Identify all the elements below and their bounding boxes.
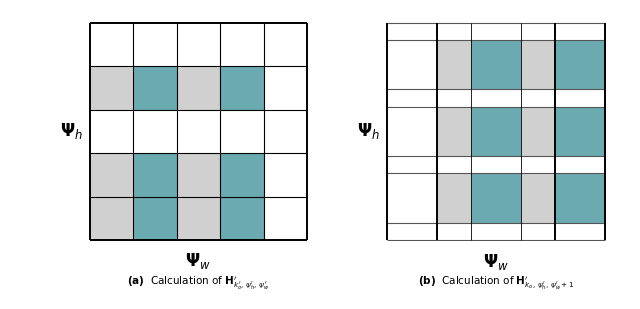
Bar — [471, 40, 521, 89]
Bar — [387, 173, 436, 223]
Text: $\mathbf{(a)}$  Calculation of $\mathbf{H}^{\prime}_{k^{\prime}_o,\, \psi^{\prim: $\mathbf{(a)}$ Calculation of $\mathbf{H… — [127, 274, 270, 292]
Bar — [133, 197, 177, 240]
Bar — [556, 107, 605, 156]
Bar — [133, 66, 177, 110]
Bar — [133, 23, 177, 66]
Bar — [177, 110, 220, 153]
Bar — [556, 223, 605, 240]
Bar — [436, 156, 471, 173]
Bar — [90, 197, 133, 240]
Text: $\mathbf{\Psi}_w$: $\mathbf{\Psi}_w$ — [186, 251, 211, 271]
Bar — [264, 153, 307, 197]
Bar — [387, 89, 436, 107]
Bar — [471, 223, 521, 240]
Bar — [264, 197, 307, 240]
Bar — [220, 110, 264, 153]
Bar — [387, 23, 436, 40]
Bar — [436, 23, 471, 40]
Bar — [177, 66, 220, 110]
Bar — [436, 40, 471, 89]
Bar — [436, 89, 471, 107]
Text: $\mathbf{\Psi}_h$: $\mathbf{\Psi}_h$ — [357, 121, 380, 141]
Bar — [471, 107, 521, 156]
Bar — [521, 223, 556, 240]
Bar — [521, 173, 556, 223]
Bar — [556, 23, 605, 40]
Bar — [436, 223, 471, 240]
Bar — [521, 40, 556, 89]
Bar — [264, 110, 307, 153]
Bar — [264, 66, 307, 110]
Bar — [177, 23, 220, 66]
Bar — [90, 23, 133, 66]
Bar — [220, 23, 264, 66]
Bar — [387, 156, 436, 173]
Bar — [471, 156, 521, 173]
Bar — [521, 156, 556, 173]
Bar — [556, 156, 605, 173]
Bar — [387, 107, 436, 156]
Text: $\mathbf{\Psi}_h$: $\mathbf{\Psi}_h$ — [60, 121, 83, 141]
Bar — [264, 23, 307, 66]
Bar — [556, 173, 605, 223]
Bar — [521, 23, 556, 40]
Bar — [521, 107, 556, 156]
Bar — [220, 66, 264, 110]
Bar — [436, 107, 471, 156]
Bar — [387, 40, 436, 89]
Bar — [177, 153, 220, 197]
Bar — [471, 23, 521, 40]
Bar — [436, 173, 471, 223]
Bar — [471, 89, 521, 107]
Bar — [133, 153, 177, 197]
Bar — [556, 89, 605, 107]
Bar — [133, 110, 177, 153]
Bar — [90, 153, 133, 197]
Bar — [220, 153, 264, 197]
Bar — [90, 66, 133, 110]
Text: $\mathbf{\Psi}_w$: $\mathbf{\Psi}_w$ — [483, 252, 509, 273]
Bar — [90, 110, 133, 153]
Text: $\mathbf{(b)}$  Calculation of $\mathbf{H}^{\prime}_{k_o,\, \psi^{\prime}_h,\, \: $\mathbf{(b)}$ Calculation of $\mathbf{H… — [418, 274, 574, 292]
Bar — [177, 197, 220, 240]
Bar — [521, 89, 556, 107]
Bar — [471, 173, 521, 223]
Bar — [387, 223, 436, 240]
Bar — [556, 40, 605, 89]
Bar — [220, 197, 264, 240]
